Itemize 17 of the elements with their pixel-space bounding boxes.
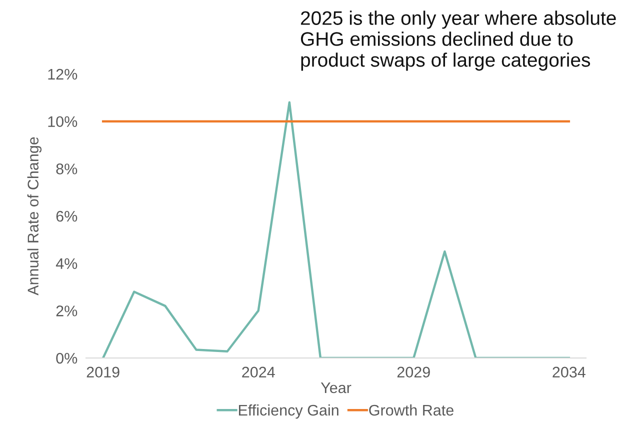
y-tick-label: 12% [48,68,78,80]
x-tick-label: 2029 [397,366,430,378]
x-tick-label: 2024 [242,366,275,378]
legend-label: Growth Rate [369,404,454,416]
legend-label: Efficiency Gain [238,404,338,419]
y-tick-label: 0% [56,352,78,364]
x-tick-label: 2019 [86,366,120,378]
y-tick-label: 10% [48,116,78,128]
y-tick-label: 2% [56,306,78,316]
x-tick-label: 2034 [552,366,586,378]
x-axis-title: Year [320,382,352,394]
y-axis-title: Annual Rate of Change [27,137,42,296]
text: 2025 is the only year where absolute GHG emissions declined due to product swaps of large categories [300,10,616,71]
line-series [102,101,570,358]
y-tick-label: 4% [56,258,78,269]
y-tick-label: 8% [56,164,78,174]
y-tick-label: 6% [56,210,78,222]
